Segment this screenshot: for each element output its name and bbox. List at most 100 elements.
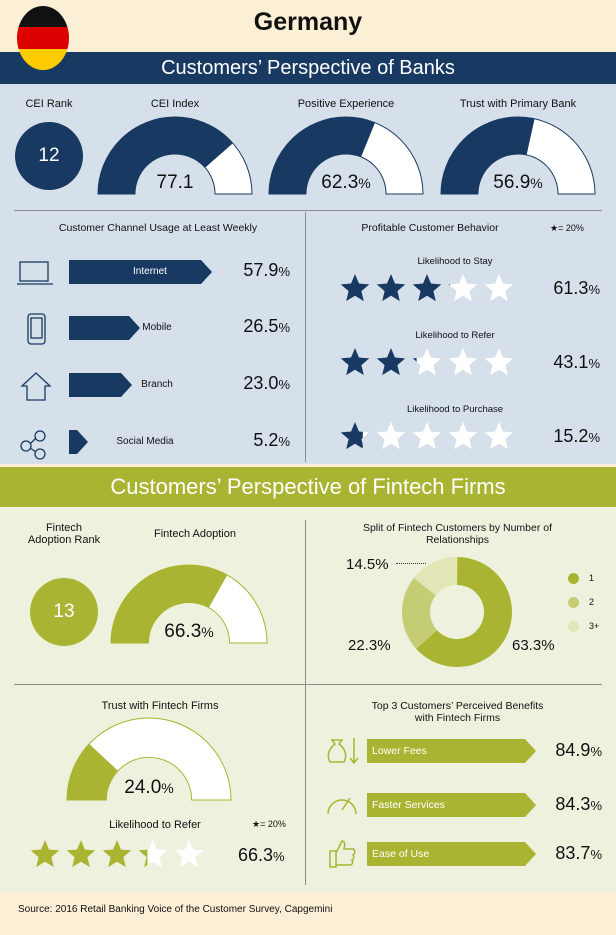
trust-fintech-gauge [66, 717, 232, 801]
fintech-banner: Customers’ Perspective of Fintech Firms [0, 467, 616, 507]
fintech-refer-stars [30, 840, 204, 868]
fintech-vertical-divider [305, 520, 306, 885]
house-icon [16, 369, 56, 403]
legend-swatch [568, 620, 579, 632]
channel-value: 26.5% [243, 316, 290, 336]
gauge-fill [98, 116, 233, 194]
star-icon [66, 840, 96, 868]
channel-label: Mobile [142, 322, 172, 333]
benefit-label: Lower Fees [372, 745, 427, 757]
phone-icon [16, 312, 56, 346]
benefit-value: 84.3% [555, 794, 602, 814]
split-title: Split of Fintech Customers by Number of R… [362, 522, 553, 546]
star-icon [448, 422, 478, 450]
behavior-value: 61.3% [553, 278, 600, 298]
channel-value: 57.9% [243, 260, 290, 280]
star-icon [484, 422, 514, 450]
adoption-rank-circle: 13 [30, 578, 98, 646]
cei-index-label: CEI Index [150, 98, 200, 110]
germany-flag-icon [17, 6, 69, 70]
fintech-horizontal-divider [14, 684, 602, 685]
network-icon [16, 426, 56, 460]
cei-index-value: 77.1 [156, 172, 194, 193]
legend-item-1: 1 [568, 566, 599, 590]
star-icon [376, 422, 406, 450]
trust-fintech-label: Trust with Fintech Firms [101, 700, 219, 712]
trust-primary-gauge [440, 116, 596, 195]
adoption-gauge [110, 564, 268, 644]
donut-segment [413, 557, 458, 596]
speedometer-icon [322, 786, 362, 822]
legend-item-2: 2 [568, 590, 599, 614]
trust-fintech-value: 24.0% [124, 777, 174, 798]
channel-bar [69, 430, 89, 454]
split-donut-chart [402, 557, 512, 667]
benefit-value: 84.9% [555, 740, 602, 760]
behavior-star-legend: ★= 20% [550, 223, 584, 233]
legend-swatch [568, 596, 579, 608]
star-icon [484, 348, 514, 376]
adoption-rank-value: 13 [53, 601, 75, 622]
split-value-1: 63.3% [512, 637, 555, 654]
benefits-title: Top 3 Customers’ Perceived Benefits with … [371, 700, 544, 724]
channel-value: 5.2% [253, 430, 290, 450]
gauge-fill [67, 743, 118, 800]
source-note: Source: 2016 Retail Banking Voice of the… [18, 904, 333, 915]
behavior-label: Likelihood to Refer [415, 330, 495, 341]
star-icon [340, 348, 370, 376]
fintech-panel [0, 507, 616, 892]
benefit-label: Ease of Use [372, 848, 430, 860]
header-band [0, 0, 616, 52]
split-value-2: 22.3% [348, 637, 391, 654]
cei-rank-label: CEI Rank [25, 98, 73, 110]
behavior-stars [340, 420, 520, 454]
channel-bar [69, 316, 141, 340]
star-icon [340, 422, 370, 450]
star-icon [174, 840, 204, 868]
trust-primary-value: 56.9% [493, 172, 543, 193]
star-icon [376, 274, 406, 302]
cei-rank-value: 12 [38, 145, 60, 166]
benefit-value: 83.7% [555, 843, 602, 863]
banks-vertical-divider [305, 212, 306, 462]
adoption-value: 66.3% [164, 621, 214, 642]
channel-value: 23.0% [243, 373, 290, 393]
benefit-bar [367, 793, 537, 817]
split-leader-line [396, 563, 426, 564]
banks-horizontal-divider [14, 210, 602, 211]
thumbs-up-icon [322, 835, 362, 871]
adoption-rank-label: Fintech Adoption Rank [27, 522, 101, 546]
star-icon [340, 274, 370, 302]
star-icon [412, 348, 442, 376]
split-value-3plus: 14.5% [346, 556, 389, 573]
positive-experience-gauge [268, 116, 424, 195]
behavior-value: 43.1% [553, 352, 600, 372]
split-legend: 1 2 3+ [568, 566, 599, 638]
channel-usage-title: Customer Channel Usage at Least Weekly [58, 222, 258, 234]
star-icon [102, 840, 132, 868]
channel-label: Branch [141, 379, 173, 390]
behavior-stars [340, 346, 520, 380]
positive-experience-label: Positive Experience [297, 98, 395, 110]
behavior-label: Likelihood to Purchase [406, 404, 504, 415]
channel-bar [69, 373, 133, 397]
fintech-star-legend: ★= 20% [252, 819, 286, 829]
star-icon [484, 274, 514, 302]
gauge-fill [111, 565, 228, 643]
trust-primary-label: Trust with Primary Bank [459, 98, 577, 110]
cei-rank-circle: 12 [15, 122, 83, 190]
money-bag-icon [322, 732, 362, 768]
positive-experience-value: 62.3% [321, 172, 371, 193]
donut-segment [416, 557, 512, 667]
donut-segment [402, 578, 437, 649]
behavior-value: 15.2% [553, 426, 600, 446]
star-icon [448, 348, 478, 376]
behavior-label: Likelihood to Stay [417, 256, 493, 267]
star-icon [412, 422, 442, 450]
star-icon [30, 840, 60, 868]
star-icon [376, 348, 406, 376]
banks-banner: Customers’ Perspective of Banks [0, 52, 616, 84]
legend-swatch [568, 572, 579, 584]
behavior-stars [340, 272, 520, 306]
fintech-refer-value: 66.3% [238, 845, 285, 865]
